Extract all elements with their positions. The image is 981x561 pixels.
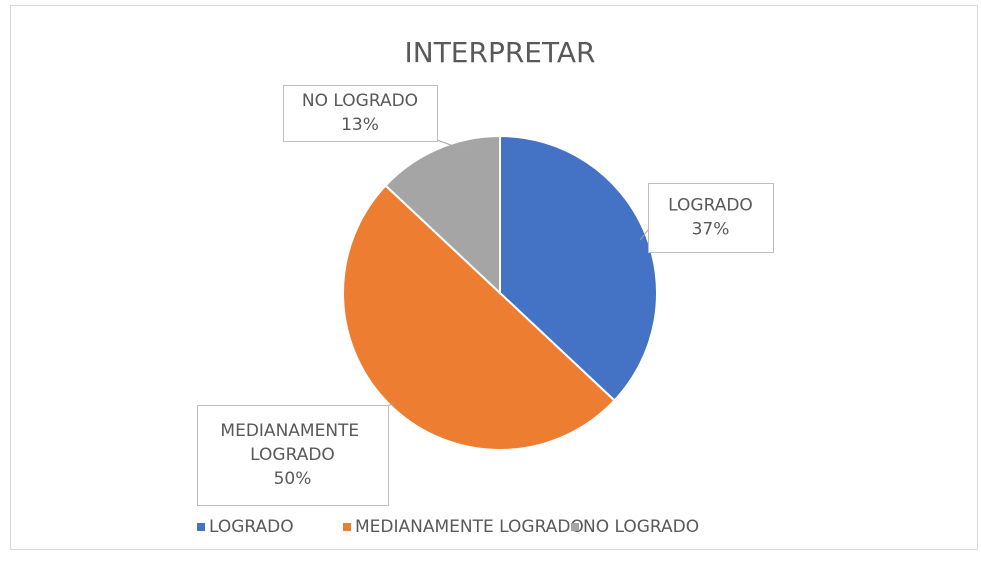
data-label-value: 50%	[274, 469, 312, 489]
data-label-category: LOGRADO	[668, 196, 753, 216]
pie-slice	[499, 134, 658, 402]
leader-line	[639, 229, 649, 241]
label-box	[648, 183, 774, 253]
legend-label: MEDIANAMENTE LOGRADO	[355, 517, 584, 537]
legend-label: LOGRADO	[209, 517, 294, 537]
data-label-category: NO LOGRADO	[302, 91, 418, 111]
pie-slice	[384, 134, 501, 296]
leader-line	[436, 139, 471, 153]
pie-slice	[342, 184, 616, 451]
data-label-category: MEDIANAMENTE LOGRADO	[220, 421, 364, 465]
label-box	[197, 405, 389, 506]
label-box	[283, 85, 438, 142]
legend-swatch	[197, 523, 205, 531]
legend-swatch	[343, 523, 351, 531]
data-label-value: 37%	[692, 220, 730, 240]
legend-swatch	[571, 523, 579, 531]
data-label-value: 13%	[341, 115, 379, 135]
legend-label: NO LOGRADO	[583, 517, 699, 537]
chart-title: INTERPRETAR	[404, 36, 595, 69]
